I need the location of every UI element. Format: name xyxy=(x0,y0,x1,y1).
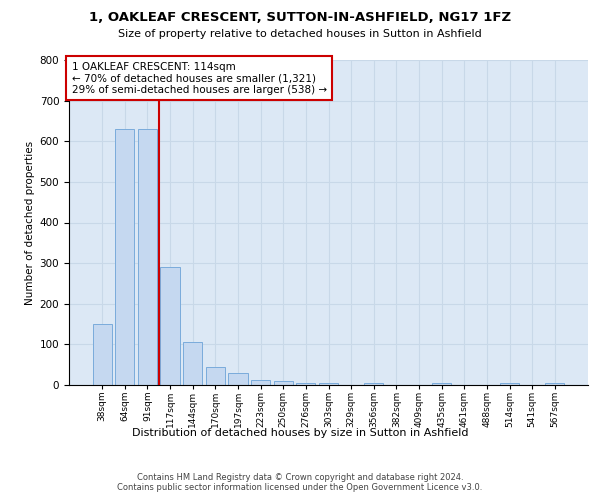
Text: Contains HM Land Registry data © Crown copyright and database right 2024.
Contai: Contains HM Land Registry data © Crown c… xyxy=(118,472,482,492)
Bar xyxy=(138,129,157,385)
Bar xyxy=(92,324,112,385)
Text: 1, OAKLEAF CRESCENT, SUTTON-IN-ASHFIELD, NG17 1FZ: 1, OAKLEAF CRESCENT, SUTTON-IN-ASHFIELD,… xyxy=(89,11,511,24)
Bar xyxy=(183,342,202,385)
Text: Size of property relative to detached houses in Sutton in Ashfield: Size of property relative to detached ho… xyxy=(118,29,482,39)
Bar xyxy=(274,381,293,385)
Bar xyxy=(432,383,451,385)
Bar xyxy=(545,383,565,385)
Bar xyxy=(364,383,383,385)
Text: Distribution of detached houses by size in Sutton in Ashfield: Distribution of detached houses by size … xyxy=(132,428,468,438)
Bar xyxy=(319,383,338,385)
Bar xyxy=(251,380,270,385)
Bar xyxy=(229,373,248,385)
Text: 1 OAKLEAF CRESCENT: 114sqm
← 70% of detached houses are smaller (1,321)
29% of s: 1 OAKLEAF CRESCENT: 114sqm ← 70% of deta… xyxy=(71,62,327,95)
Y-axis label: Number of detached properties: Number of detached properties xyxy=(25,140,35,304)
Bar xyxy=(500,383,519,385)
Bar xyxy=(160,267,180,385)
Bar xyxy=(206,366,225,385)
Bar xyxy=(115,129,134,385)
Bar xyxy=(296,383,316,385)
